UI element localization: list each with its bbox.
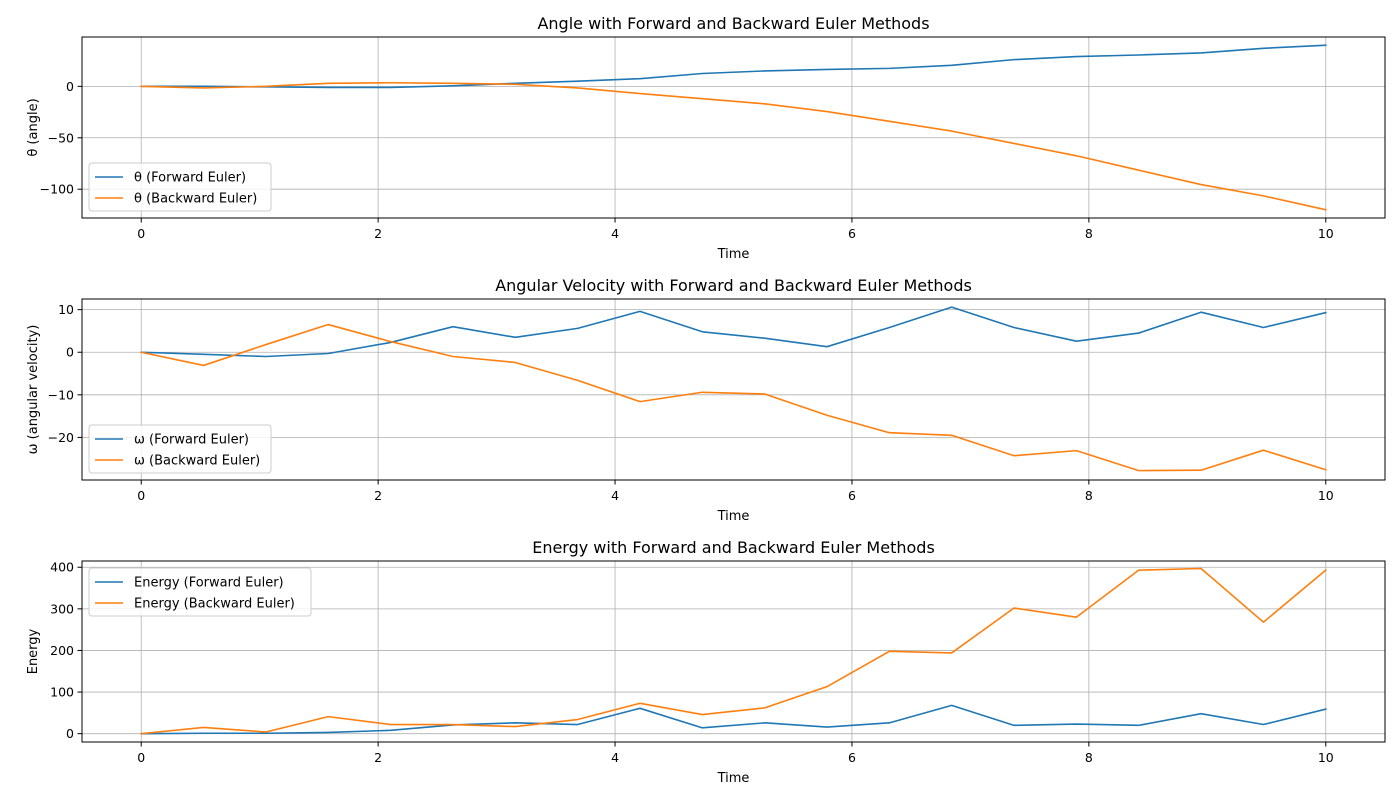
axes-frame bbox=[81, 560, 1386, 743]
x-tick-label: 0 bbox=[137, 226, 145, 241]
x-axis-label: Time bbox=[717, 509, 750, 524]
legend-label: θ (Backward Euler) bbox=[134, 192, 257, 207]
x-axis-label: Time bbox=[717, 247, 750, 262]
x-axis-label: Time bbox=[717, 771, 750, 786]
chart-title: Angle with Forward and Backward Euler Me… bbox=[537, 14, 929, 33]
legend: ω (Forward Euler) ω (Backward Euler) bbox=[88, 424, 272, 474]
y-axis-label: Energy bbox=[26, 628, 41, 674]
x-tick-label: 10 bbox=[1318, 226, 1334, 241]
legend: Energy (Forward Euler) Energy (Backward E… bbox=[88, 567, 312, 617]
x-tick-label: 0 bbox=[137, 488, 145, 503]
x-tick-label: 6 bbox=[848, 488, 856, 503]
series-line-backward bbox=[140, 567, 1327, 735]
axes-frame bbox=[81, 36, 1386, 219]
y-tick-label: −20 bbox=[48, 430, 74, 445]
legend-box bbox=[88, 424, 272, 474]
y-tick-label: −50 bbox=[48, 130, 74, 145]
y-tick-label: 400 bbox=[50, 560, 74, 575]
x-tick-label: 6 bbox=[848, 750, 856, 765]
y-tick-label: −10 bbox=[48, 387, 74, 402]
y-tick-label: 10 bbox=[58, 302, 74, 317]
y-tick-label: 0 bbox=[66, 726, 74, 741]
y-tick-label: 0 bbox=[66, 345, 74, 360]
legend-label: θ (Forward Euler) bbox=[134, 171, 246, 186]
chart-title: Energy with Forward and Backward Euler M… bbox=[532, 538, 935, 557]
x-tick-label: 8 bbox=[1085, 488, 1093, 503]
axes-background bbox=[82, 37, 1385, 218]
x-tick-label: 4 bbox=[611, 226, 619, 241]
x-tick-label: 2 bbox=[374, 750, 382, 765]
y-axis-label: θ (angle) bbox=[26, 98, 41, 156]
y-tick-label: 200 bbox=[50, 643, 74, 658]
series-line-forward bbox=[140, 44, 1327, 89]
y-tick-label: 100 bbox=[50, 685, 74, 700]
subplot-1: 0 2 4 6 8 10 0 −50 −100 Angle with Forward and Ba… bbox=[26, 14, 1386, 262]
series-line-forward bbox=[140, 306, 1327, 358]
series-line-forward bbox=[140, 704, 1327, 735]
legend-box bbox=[88, 567, 312, 617]
x-tick-label: 8 bbox=[1085, 750, 1093, 765]
x-tick-label: 10 bbox=[1318, 750, 1334, 765]
grid bbox=[82, 299, 1385, 480]
subplot-2: 0 2 4 6 8 10 10 0 −10 −20 Angular Velocity with Fo… bbox=[26, 276, 1386, 524]
x-tick-label: 2 bbox=[374, 488, 382, 503]
legend-box bbox=[88, 162, 272, 212]
x-tick-label: 6 bbox=[848, 226, 856, 241]
axes-background bbox=[82, 299, 1385, 480]
axes-frame bbox=[81, 298, 1386, 481]
legend: θ (Forward Euler) θ (Backward Euler) bbox=[88, 162, 272, 212]
y-tick-label: −100 bbox=[40, 182, 74, 197]
x-tick-label: 0 bbox=[137, 750, 145, 765]
legend-label: ω (Backward Euler) bbox=[134, 454, 260, 469]
x-tick-label: 10 bbox=[1318, 488, 1334, 503]
y-axis-label: ω (angular velocity) bbox=[26, 325, 41, 455]
legend-label: ω (Forward Euler) bbox=[134, 433, 249, 448]
x-tick-label: 4 bbox=[611, 750, 619, 765]
y-tick-label: 300 bbox=[50, 601, 74, 616]
legend-label: Energy (Backward Euler) bbox=[134, 597, 295, 612]
x-tick-label: 8 bbox=[1085, 226, 1093, 241]
chart-title: Angular Velocity with Forward and Backwa… bbox=[495, 276, 972, 295]
series-line-backward bbox=[140, 81, 1327, 211]
series-line-backward bbox=[140, 323, 1327, 472]
x-tick-label: 4 bbox=[611, 488, 619, 503]
y-tick-label: 0 bbox=[66, 79, 74, 94]
legend-label: Energy (Forward Euler) bbox=[134, 576, 284, 591]
x-tick-label: 2 bbox=[374, 226, 382, 241]
